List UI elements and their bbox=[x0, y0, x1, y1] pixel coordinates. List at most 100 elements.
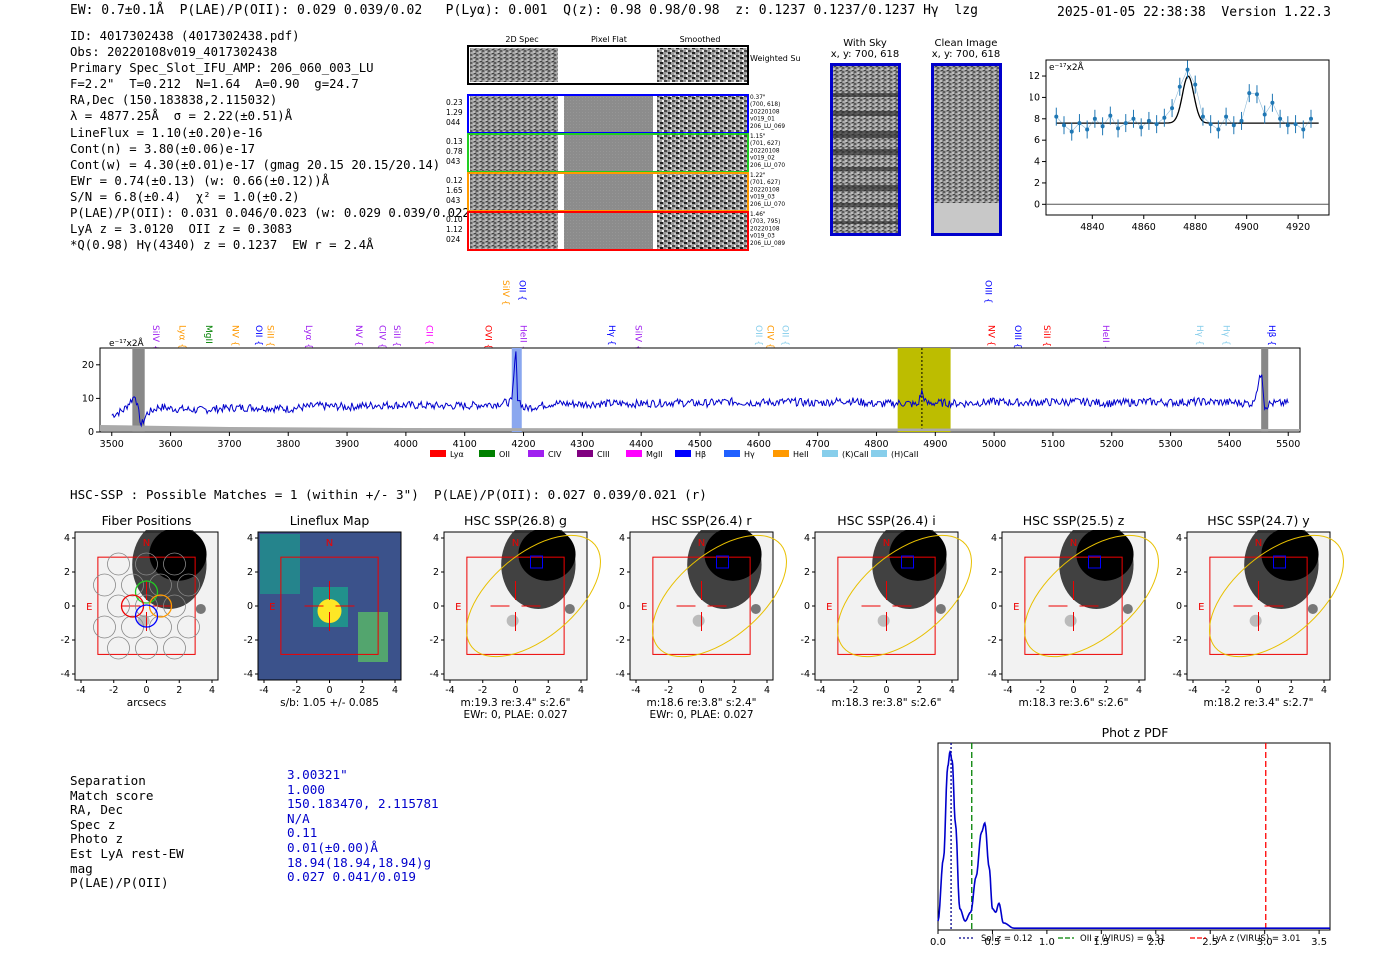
zoom-data-point bbox=[1139, 125, 1144, 130]
panel-xtick-label: 4 bbox=[209, 685, 215, 696]
clean-image-coords: x, y: 700, 618 bbox=[931, 49, 1001, 60]
east-label: E bbox=[269, 602, 275, 613]
weighted-label: Weighted Sum bbox=[750, 54, 800, 63]
info-line: EWr = 0.74(±0.13) (w: 0.66(±0.12))Å bbox=[70, 173, 330, 188]
panel-xtick-label: -2 bbox=[1036, 685, 1045, 696]
panel-title: HSC SSP(26.4) r bbox=[651, 513, 752, 528]
east-label: E bbox=[1198, 602, 1204, 613]
pdf-xtick-label: 3.5 bbox=[1311, 937, 1327, 948]
panel-ytick-label: 2 bbox=[804, 567, 810, 578]
legend-label: Hγ bbox=[744, 450, 755, 459]
panel-ytick-label: 2 bbox=[619, 567, 625, 578]
cutout-right-stat: 1.15" bbox=[750, 134, 766, 140]
zoom-data-point bbox=[1062, 123, 1067, 128]
panel-ytick-label: 4 bbox=[433, 533, 439, 544]
panel-xtick-label: -4 bbox=[1003, 685, 1012, 696]
cutout-left-stat: 0.23 bbox=[446, 98, 463, 107]
cutout-left-stat: 024 bbox=[446, 235, 461, 244]
cutout-right-stat: 206_LU_070 bbox=[750, 163, 785, 169]
info-line: ID: 4017302438 (4017302438.pdf) bbox=[70, 29, 300, 43]
zoom-data-point bbox=[1100, 124, 1105, 129]
cutout-right-stat: 206_LU_089 bbox=[750, 241, 785, 247]
panel-caption: s/b: 1.05 +/- 0.085 bbox=[235, 697, 425, 709]
north-label: N bbox=[1255, 538, 1262, 549]
cutout-left-stat: 044 bbox=[446, 118, 461, 127]
full-xtick-label: 4600 bbox=[747, 439, 771, 450]
cutout-left-stat: 0.13 bbox=[446, 137, 463, 146]
cutout-left-stat: 0.12 bbox=[446, 176, 463, 185]
clean-image bbox=[931, 63, 1002, 236]
pdf-xtick-label: 2.5 bbox=[1202, 937, 1218, 948]
zoom-data-point bbox=[1177, 84, 1182, 89]
panel-ytick-label: -2 bbox=[244, 635, 253, 646]
cutout-smoothed bbox=[657, 174, 747, 210]
zoom-data-point bbox=[1308, 116, 1313, 121]
info-line: S/N = 6.8(±0.4) χ² = 1.0(±0.2) bbox=[70, 189, 300, 204]
spectral-line-label: NV { bbox=[985, 325, 995, 346]
panel-xtick-label: -4 bbox=[631, 685, 640, 696]
panel-caption-line: m:19.3 re:3.4" s:2.6" bbox=[460, 697, 571, 709]
spectral-line-label: SiIV { bbox=[150, 325, 160, 351]
panel-caption-line: EWr: 0, PLAE: 0.027 bbox=[463, 709, 568, 721]
zoom-data-point bbox=[1247, 91, 1252, 96]
info-line: Obs: 20220108v019_4017302438 bbox=[70, 45, 278, 60]
full-xtick-label: 5000 bbox=[982, 439, 1006, 450]
aperture-ellipse bbox=[837, 534, 972, 658]
legend-swatch bbox=[724, 450, 740, 457]
weighted-label-text: Weighted Sum bbox=[750, 54, 800, 63]
full-xtick-label: 3600 bbox=[158, 439, 182, 450]
panel-ytick-label: 4 bbox=[991, 533, 997, 544]
cutout-right-stat: 20220108 bbox=[750, 226, 780, 232]
panel-caption-line: m:18.2 re:3.4" s:2.7" bbox=[1203, 697, 1314, 709]
panel-xtick-label: 0 bbox=[883, 685, 889, 696]
panel-title: HSC SSP(26.8) g bbox=[464, 513, 567, 528]
full-yunit: e⁻¹⁷x2Å bbox=[109, 337, 145, 349]
panel-image: N E -4 -4 -2 -2 0 0 2 2 4 4 bbox=[1173, 530, 1344, 696]
spectral-line-label: SiII { bbox=[391, 325, 401, 347]
match-values: 3.00321" 1.000 150.183470, 2.115781 N/A … bbox=[287, 767, 439, 885]
north-label: N bbox=[698, 538, 705, 549]
spectral-line-label: OVI { bbox=[482, 325, 492, 349]
panel-ytick-label: -4 bbox=[616, 669, 625, 680]
info-line: LineFlux = 1.10(±0.20)e-16 bbox=[70, 125, 263, 140]
legend-swatch bbox=[675, 450, 691, 457]
meta-label: Spec z bbox=[70, 816, 116, 832]
panel-xtick-label: 2 bbox=[1103, 685, 1109, 696]
spectrum-highlight-band bbox=[132, 348, 145, 432]
panel-ytick-label: 2 bbox=[991, 567, 997, 578]
zoom-ytick-label: 12 bbox=[1030, 71, 1040, 82]
panel-xtick-label: 4 bbox=[392, 685, 398, 696]
cutout-left-stat: 1.12 bbox=[446, 225, 463, 234]
zoom-data-point bbox=[1231, 123, 1236, 128]
spectrum-highlight-band bbox=[897, 348, 951, 432]
panel-ytick-label: 0 bbox=[247, 601, 253, 612]
spectral-line-label: HeII { bbox=[1100, 325, 1110, 351]
zoom-data-point bbox=[1092, 116, 1097, 121]
pdf-xtick-label: 0.0 bbox=[930, 937, 946, 948]
full-xtick-label: 4200 bbox=[511, 439, 535, 450]
zoom-data-point bbox=[1108, 113, 1113, 118]
match-labels: Separation Match score RA, Dec Spec z Ph… bbox=[70, 773, 184, 891]
full-xtick-label: 4000 bbox=[394, 439, 418, 450]
cutout-pixelflat bbox=[564, 174, 653, 210]
spectral-line-label: OIII { bbox=[982, 280, 992, 304]
info-line: P(LAE)/P(OII): 0.031 0.046/0.023 (w: 0.0… bbox=[70, 206, 478, 221]
legend-label: CIV bbox=[548, 450, 562, 459]
panel-xtick-label: 0 bbox=[143, 685, 149, 696]
cutout-left-stat: 0.10 bbox=[446, 215, 463, 224]
zoom-data-point bbox=[1162, 115, 1167, 120]
spectra-cutouts: 2D Spec Pixel Flat Smoothed Weighted Sum… bbox=[446, 35, 800, 251]
match-box bbox=[901, 555, 914, 569]
cutout-right-stat: v019_03 bbox=[750, 195, 775, 201]
meta-label: Est LyA rest-EW bbox=[70, 845, 184, 861]
flux-spectrum-line bbox=[111, 351, 1289, 428]
panel-image: N E -4 -4 -2 -2 0 0 2 2 4 4 bbox=[801, 530, 972, 696]
zoom-data-point bbox=[1085, 127, 1090, 132]
cutout-2dspec bbox=[470, 174, 558, 210]
zoom-data-point bbox=[1077, 121, 1082, 126]
legend-swatch bbox=[626, 450, 642, 457]
meta-label: Match score bbox=[70, 787, 154, 803]
full-xtick-label: 5100 bbox=[1041, 439, 1065, 450]
panel-caption-line: EWr: 0, PLAE: 0.027 bbox=[649, 709, 754, 721]
full-xtick-label: 3500 bbox=[100, 439, 124, 450]
